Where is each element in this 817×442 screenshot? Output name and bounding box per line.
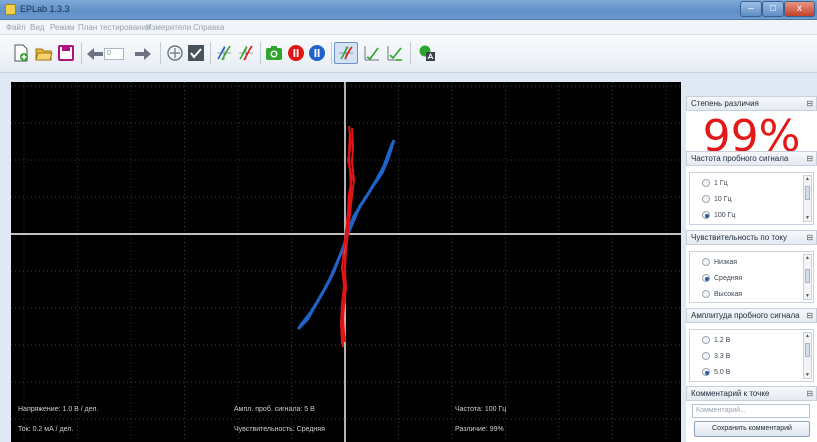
radio-icon — [702, 211, 710, 219]
check-icon[interactable] — [187, 44, 205, 62]
save-comment-button[interactable]: Сохранить комментарий — [694, 421, 810, 437]
chevron-down-icon[interactable]: ▼ — [805, 293, 810, 299]
status-amplitude: Ампл. проб. сигнала: 5 В — [234, 406, 315, 413]
toolbar-separator — [210, 42, 211, 64]
menu-mode[interactable]: Режим — [50, 23, 75, 32]
amplitude-option-1-2v[interactable]: 1.2 В — [702, 336, 730, 344]
record-icon[interactable] — [287, 44, 305, 62]
chevron-down-icon[interactable]: ▼ — [805, 215, 810, 221]
frequency-option-1hz[interactable]: 1 Гц — [702, 179, 728, 187]
pin-icon[interactable]: ⊟ — [806, 233, 813, 242]
radio-icon — [702, 195, 710, 203]
radio-icon — [702, 352, 710, 360]
status-difference: Различие: 99% — [455, 426, 504, 433]
menu-meters[interactable]: Измерители — [146, 23, 192, 32]
sensitivity-scrollbar[interactable]: ▲ ▼ — [803, 254, 812, 300]
toolbar-separator — [81, 42, 82, 64]
menu-view[interactable]: Вид — [30, 23, 45, 32]
scroll-thumb[interactable] — [805, 343, 810, 357]
amplitude-option-3-3v[interactable]: 3.3 В — [702, 352, 730, 360]
comment-panel: Комментарий к точке ⊟ Комментарий... Сохр… — [686, 386, 817, 442]
pause-icon[interactable] — [308, 44, 326, 62]
radio-icon — [702, 274, 710, 282]
chevron-up-icon[interactable]: ▲ — [805, 255, 810, 261]
status-voltage: Напряжение: 1.0 В / дел. — [18, 406, 99, 413]
curve-check-icon[interactable] — [363, 44, 381, 62]
status-sensitivity: Чувствительность: Средняя — [234, 426, 325, 433]
pin-icon[interactable]: ⊟ — [806, 311, 813, 320]
frequency-panel: Частота пробного сигнала ⊟ 1 Гц 10 Гц 100… — [686, 151, 817, 231]
toolbar-separator — [260, 42, 261, 64]
sensitivity-option-low[interactable]: Низкая — [702, 258, 737, 266]
status-frequency: Частота: 100 Гц — [455, 406, 507, 413]
app-icon — [5, 4, 16, 15]
arrow-left-icon[interactable] — [86, 47, 104, 61]
minimize-button[interactable]: – — [740, 1, 762, 17]
amplitude-scrollbar[interactable]: ▲ ▼ — [803, 332, 812, 379]
amplitude-panel-title: Амплитуда пробного сигнала ⊟ — [686, 308, 817, 323]
pin-icon[interactable]: ⊟ — [806, 389, 813, 398]
comment-input[interactable]: Комментарий... — [692, 404, 810, 418]
amplitude-option-5v[interactable]: 5.0 В — [702, 368, 730, 376]
pin-icon[interactable]: ⊟ — [806, 154, 813, 163]
curve-mode-icon[interactable] — [334, 42, 358, 64]
difference-panel: Степень различия ⊟ 99% — [686, 96, 817, 166]
chevron-up-icon[interactable]: ▲ — [805, 176, 810, 182]
toolbar-separator — [160, 42, 161, 64]
title-bar: EPLab 1.3.3 – □ x — [0, 0, 817, 20]
arrow-right-icon[interactable] — [134, 47, 152, 61]
radio-icon — [702, 290, 710, 298]
amplitude-panel: Амплитуда пробного сигнала ⊟ 1.2 В 3.3 В … — [686, 308, 817, 386]
radio-icon — [702, 258, 710, 266]
menu-file[interactable]: Файл — [6, 23, 26, 32]
plot-canvas — [11, 82, 681, 442]
scroll-thumb[interactable] — [805, 269, 810, 283]
frequency-option-100hz[interactable]: 100 Гц — [702, 211, 735, 219]
status-current: Ток: 0.2 мА / дел. — [18, 426, 74, 433]
menu-bar: Файл Вид Режим План тестирования Измерит… — [0, 20, 817, 35]
frequency-option-10hz[interactable]: 10 Гц — [702, 195, 732, 203]
frequency-scrollbar[interactable]: ▲ ▼ — [803, 175, 812, 222]
curve-pair-icon[interactable] — [215, 44, 233, 62]
sensitivity-option-medium[interactable]: Средняя — [702, 274, 742, 282]
sensitivity-option-high[interactable]: Высокая — [702, 290, 742, 298]
point-number-field[interactable]: 0 — [104, 48, 124, 60]
scroll-thumb[interactable] — [805, 186, 810, 200]
curve-check-list-icon[interactable] — [386, 44, 404, 62]
comment-panel-title: Комментарий к точке ⊟ — [686, 386, 817, 401]
signature-plot[interactable]: Напряжение: 1.0 В / дел. Ток: 0.2 мА / д… — [11, 82, 681, 442]
radio-icon — [702, 179, 710, 187]
new-file-icon[interactable] — [12, 44, 30, 62]
toolbar-separator — [331, 42, 332, 64]
test-curve — [340, 125, 355, 347]
crosshair-icon[interactable] — [166, 44, 184, 62]
close-button[interactable]: x — [784, 1, 815, 17]
camera-icon[interactable] — [265, 44, 283, 62]
sensitivity-panel: Чувствительность по току ⊟ Низкая Средняя… — [686, 230, 817, 308]
save-icon[interactable] — [57, 44, 75, 62]
chevron-down-icon[interactable]: ▼ — [805, 372, 810, 378]
pin-icon[interactable]: ⊟ — [806, 99, 813, 108]
chevron-up-icon[interactable]: ▲ — [805, 333, 810, 339]
radio-icon — [702, 336, 710, 344]
frequency-panel-title: Частота пробного сигнала ⊟ — [686, 151, 817, 166]
radio-icon — [702, 368, 710, 376]
menu-help[interactable]: Справка — [193, 23, 225, 32]
menu-test-plan[interactable]: План тестирования — [78, 23, 151, 32]
toolbar: 0 — [0, 35, 817, 73]
difference-panel-title: Степень различия ⊟ — [686, 96, 817, 111]
window-title: EPLab 1.3.3 — [20, 4, 70, 14]
maximize-button[interactable]: □ — [762, 1, 784, 17]
open-folder-icon[interactable] — [35, 44, 53, 62]
report-icon[interactable] — [418, 44, 436, 62]
curve-pair-red-icon[interactable] — [237, 44, 255, 62]
sensitivity-panel-title: Чувствительность по току ⊟ — [686, 230, 817, 245]
toolbar-separator — [410, 42, 411, 64]
